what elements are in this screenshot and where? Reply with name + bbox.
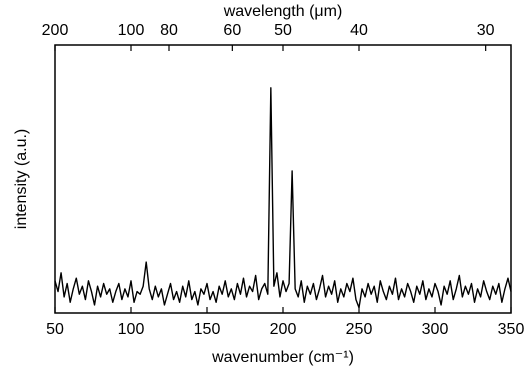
x-tick-label: 200 xyxy=(270,321,297,338)
x2-tick-label: 80 xyxy=(160,22,178,39)
x2-tick-label: 50 xyxy=(274,22,292,39)
x-tick-label: 250 xyxy=(346,321,373,338)
x-tick-label: 100 xyxy=(118,321,145,338)
x-tick-label: 50 xyxy=(46,321,64,338)
x-tick-label: 150 xyxy=(194,321,221,338)
x2-tick-label: 100 xyxy=(118,22,145,39)
plot-frame xyxy=(54,44,512,314)
x2-tick-label: 40 xyxy=(350,22,368,39)
spectrum-line xyxy=(54,87,512,309)
x2-tick-label: 60 xyxy=(223,22,241,39)
x2-tick-label: 30 xyxy=(477,22,495,39)
y-axis-title: intensity (a.u.) xyxy=(13,129,30,229)
x-tick-label: 350 xyxy=(498,321,525,338)
x-tick-label: 300 xyxy=(422,321,449,338)
x2-axis-title: wavelength (μm) xyxy=(223,3,343,20)
x2-tick-label: 200 xyxy=(42,22,69,39)
x-axis-title: wavenumber (cm⁻¹) xyxy=(211,349,354,366)
